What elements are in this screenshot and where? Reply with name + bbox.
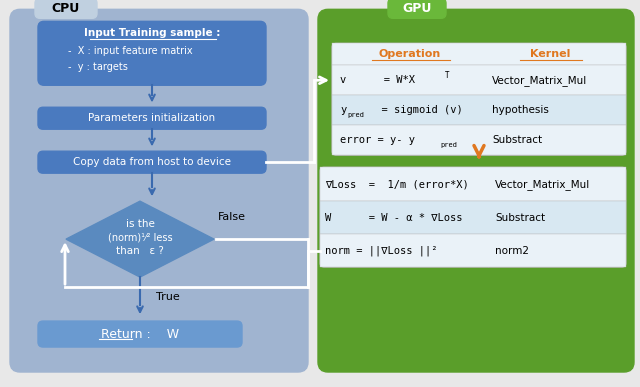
Text: pred: pred — [347, 112, 364, 118]
Text: GPU: GPU — [403, 2, 432, 15]
Text: Substract: Substract — [492, 135, 542, 145]
Text: ∇Loss  =  1/m (error*X): ∇Loss = 1/m (error*X) — [325, 179, 468, 189]
FancyBboxPatch shape — [38, 321, 242, 347]
FancyBboxPatch shape — [318, 9, 634, 372]
Text: than   ε ?: than ε ? — [116, 246, 164, 256]
Text: v      = W*X: v = W*X — [340, 75, 415, 85]
Text: pred: pred — [440, 142, 457, 148]
Text: False: False — [218, 212, 246, 222]
Text: Input Training sample :: Input Training sample : — [84, 28, 220, 38]
Text: Vector_Matrix_Mul: Vector_Matrix_Mul — [492, 75, 588, 86]
FancyBboxPatch shape — [10, 9, 308, 372]
Text: Copy data from host to device: Copy data from host to device — [73, 157, 231, 167]
Text: Kernel: Kernel — [530, 49, 570, 59]
Text: True: True — [156, 292, 180, 302]
Text: CPU: CPU — [52, 2, 80, 15]
FancyBboxPatch shape — [38, 107, 266, 129]
Text: is the: is the — [125, 219, 154, 229]
Polygon shape — [66, 201, 214, 277]
Bar — [332, 65, 626, 95]
Text: norm2: norm2 — [495, 246, 529, 256]
Text: -  X : input feature matrix: - X : input feature matrix — [68, 46, 193, 56]
Text: Substract: Substract — [495, 213, 545, 223]
Bar — [332, 125, 626, 155]
Text: W      = W - α * ∇Loss: W = W - α * ∇Loss — [325, 213, 463, 223]
Text: error = y- y: error = y- y — [340, 135, 415, 145]
FancyBboxPatch shape — [320, 167, 626, 267]
FancyBboxPatch shape — [38, 21, 266, 85]
Bar — [332, 43, 626, 65]
Text: = sigmoid (v): = sigmoid (v) — [369, 105, 463, 115]
Text: Return :    W: Return : W — [101, 327, 179, 341]
FancyBboxPatch shape — [38, 151, 266, 173]
Bar — [320, 167, 626, 201]
Bar — [320, 234, 626, 267]
FancyBboxPatch shape — [332, 43, 626, 155]
Bar — [320, 201, 626, 234]
Text: -  y : targets: - y : targets — [68, 62, 128, 72]
Text: norm = ||∇Loss ||²: norm = ||∇Loss ||² — [325, 246, 438, 256]
Text: Parameters initialization: Parameters initialization — [88, 113, 216, 123]
Bar — [332, 95, 626, 125]
Text: hypothesis: hypothesis — [492, 105, 549, 115]
Text: (norm)¹⁄² less: (norm)¹⁄² less — [108, 232, 172, 242]
FancyBboxPatch shape — [35, 0, 97, 18]
Text: T: T — [445, 71, 450, 80]
Text: Vector_Matrix_Mul: Vector_Matrix_Mul — [495, 179, 590, 190]
Text: y: y — [340, 105, 346, 115]
FancyBboxPatch shape — [388, 0, 446, 18]
Text: Operation: Operation — [379, 49, 441, 59]
